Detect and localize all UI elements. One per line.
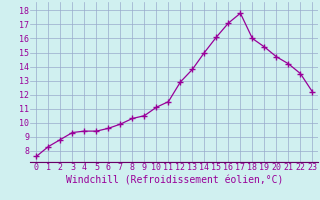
- X-axis label: Windchill (Refroidissement éolien,°C): Windchill (Refroidissement éolien,°C): [66, 175, 283, 185]
